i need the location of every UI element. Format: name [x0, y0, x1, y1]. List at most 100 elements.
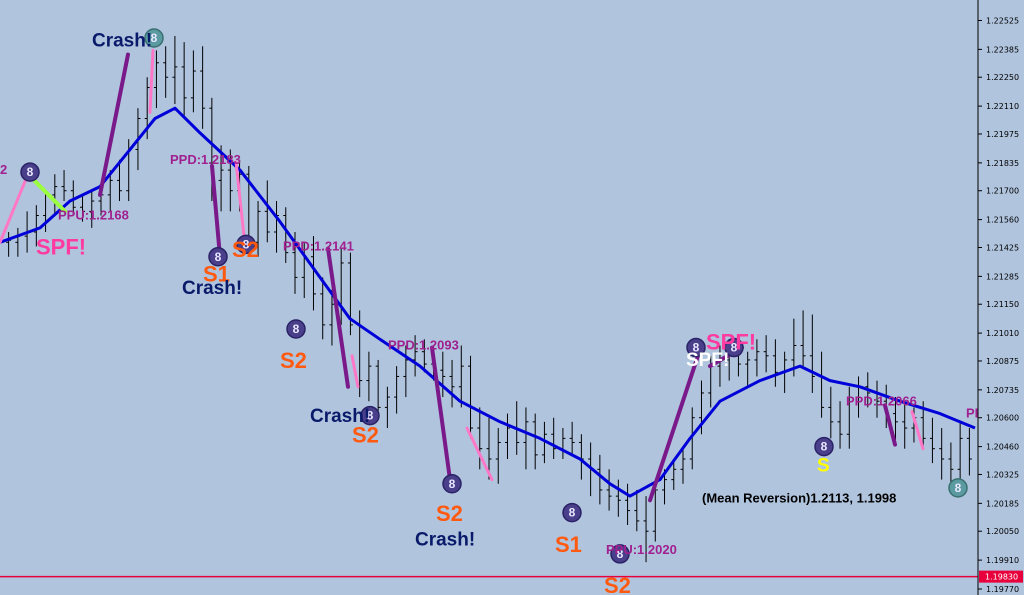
- ohlc-bar: [892, 397, 898, 443]
- ohlc-bar: [939, 428, 945, 480]
- ohlc-bar: [310, 236, 316, 311]
- annotation-label: SPF!: [36, 235, 86, 260]
- ohlc-bar: [523, 407, 529, 470]
- ohlc-bar: [375, 359, 381, 418]
- ohlc-bar: [625, 483, 631, 526]
- svg-text:8: 8: [821, 440, 828, 454]
- ohlc-bar: [486, 417, 492, 480]
- annotation-label: SPF!: [686, 350, 729, 371]
- axis-tick-label: 1.20735: [986, 386, 1019, 395]
- annotation-label: PPD:1.2093: [388, 338, 459, 353]
- ohlc-bar: [89, 190, 95, 228]
- signal-marker-icon: 8: [144, 28, 164, 48]
- ohlc-bar: [255, 201, 261, 257]
- signal-marker-icon: 8: [286, 319, 306, 339]
- svg-text:8: 8: [731, 341, 738, 355]
- ohlc-bar: [745, 351, 751, 387]
- signal-marker-icon: 8: [948, 478, 968, 498]
- svg-text:8: 8: [693, 341, 700, 355]
- axis-tick-label: 1.21010: [986, 329, 1019, 338]
- ohlc-bar: [107, 170, 113, 212]
- annotation-label: S2: [604, 573, 631, 595]
- annotation-label: PPD:1.2141: [283, 239, 354, 254]
- crash-segment: [210, 163, 222, 259]
- spf-segment: [910, 410, 925, 451]
- axis-tick-label: 1.20325: [986, 470, 1019, 479]
- svg-text:8: 8: [617, 547, 624, 561]
- axis-tick-label: 1.20460: [986, 443, 1019, 452]
- ohlc-bar: [966, 428, 972, 476]
- axis-tick-label: 1.22385: [986, 45, 1019, 54]
- ohlc-bar: [458, 345, 464, 408]
- axis-tick-label: 1.20600: [986, 414, 1019, 423]
- ohlc-bar: [569, 421, 575, 455]
- axis-tick-label: 1.21560: [986, 216, 1019, 225]
- svg-text:8: 8: [449, 477, 456, 491]
- price-axis: 1.22525 1.22385 1.22250 1.22110 1.21975 1.218…: [977, 0, 1024, 595]
- ohlc-bar: [551, 417, 557, 459]
- annotation-label: S2: [352, 422, 379, 447]
- axis-tick-label: 1.21975: [986, 130, 1019, 139]
- ohlc-bar: [394, 366, 400, 414]
- crash-segment: [430, 345, 452, 482]
- ohlc-bar: [190, 50, 196, 113]
- svg-text:8: 8: [151, 31, 158, 45]
- crash-segment: [98, 52, 130, 197]
- spf-segment: [0, 172, 30, 244]
- signal-marker-icon: 8: [814, 436, 834, 457]
- axis-tick-label: 1.21425: [986, 243, 1019, 252]
- axis-tick-label: 1.20050: [986, 527, 1019, 536]
- ohlc-bar: [597, 454, 603, 505]
- annotations: Crash!PPD:1.2183PPU:1.2168SPF!2S1S2Crash…: [0, 30, 984, 595]
- ohlc-bar: [837, 401, 843, 449]
- axis-tick-label: 1.21835: [986, 159, 1019, 168]
- ohlc-bar: [828, 386, 834, 439]
- signal-markers: 8 8 8 8 8 8 8 8 8 8 8 8 8: [20, 28, 968, 564]
- ohlc-bar: [671, 458, 677, 490]
- annotation-label: S: [817, 455, 830, 476]
- ohlc-bar: [846, 386, 852, 449]
- annotation-label: Crash!: [310, 406, 370, 427]
- ohlc-bar: [772, 339, 778, 387]
- ohlc-bar: [957, 421, 963, 480]
- signal-marker-icon: 8: [442, 474, 462, 494]
- ohlc-bar: [421, 339, 427, 373]
- svg-text:8: 8: [293, 322, 300, 336]
- signal-marker-icon: 8: [686, 337, 706, 358]
- axis-tick-label: 1.20875: [986, 357, 1019, 366]
- ohlc-bar: [264, 180, 270, 243]
- ma-line: [0, 106, 976, 498]
- signal-marker-icon: 8: [20, 162, 40, 182]
- ohlc-bar: [504, 413, 510, 459]
- ohlc-bar: [347, 252, 353, 336]
- annotation-label: PPD:1.2183: [170, 152, 241, 167]
- ohlc-bar: [181, 42, 187, 119]
- annotation-label: Crash!: [92, 30, 152, 51]
- annotation-label: PPU:1.2168: [58, 208, 129, 223]
- crash-segment: [883, 403, 897, 447]
- axis-tick-label: 1.19910: [986, 556, 1019, 565]
- ohlc-bar: [61, 170, 67, 202]
- moving-average: [0, 106, 976, 498]
- ohlc-bar: [929, 417, 935, 464]
- svg-text:1.19830: 1.19830: [985, 573, 1018, 582]
- signal-segments: [0, 48, 925, 503]
- annotation-label: (Mean Reversion)1.2113, 1.1998: [702, 490, 896, 505]
- axis-tick-label: 1.21150: [986, 300, 1019, 309]
- axis-tick-label: 1.21285: [986, 272, 1019, 281]
- ohlc-bar: [440, 351, 446, 398]
- ohlc-bar: [172, 35, 178, 105]
- ohlc-bar: [366, 351, 372, 402]
- current-price-tag: 1.19830: [979, 570, 1023, 583]
- annotation-label: SPF!: [706, 330, 756, 355]
- svg-text:8: 8: [367, 409, 374, 423]
- signal-marker-icon: 8: [724, 337, 744, 358]
- signal-marker-icon: 8: [208, 247, 228, 267]
- ohlc-bar: [689, 407, 695, 470]
- ohlc-bar: [163, 46, 169, 98]
- signal-marker-icon: 8: [610, 544, 630, 564]
- svg-text:8: 8: [27, 165, 34, 179]
- ohlc-bar: [329, 289, 335, 346]
- ohlc-bar: [384, 386, 390, 429]
